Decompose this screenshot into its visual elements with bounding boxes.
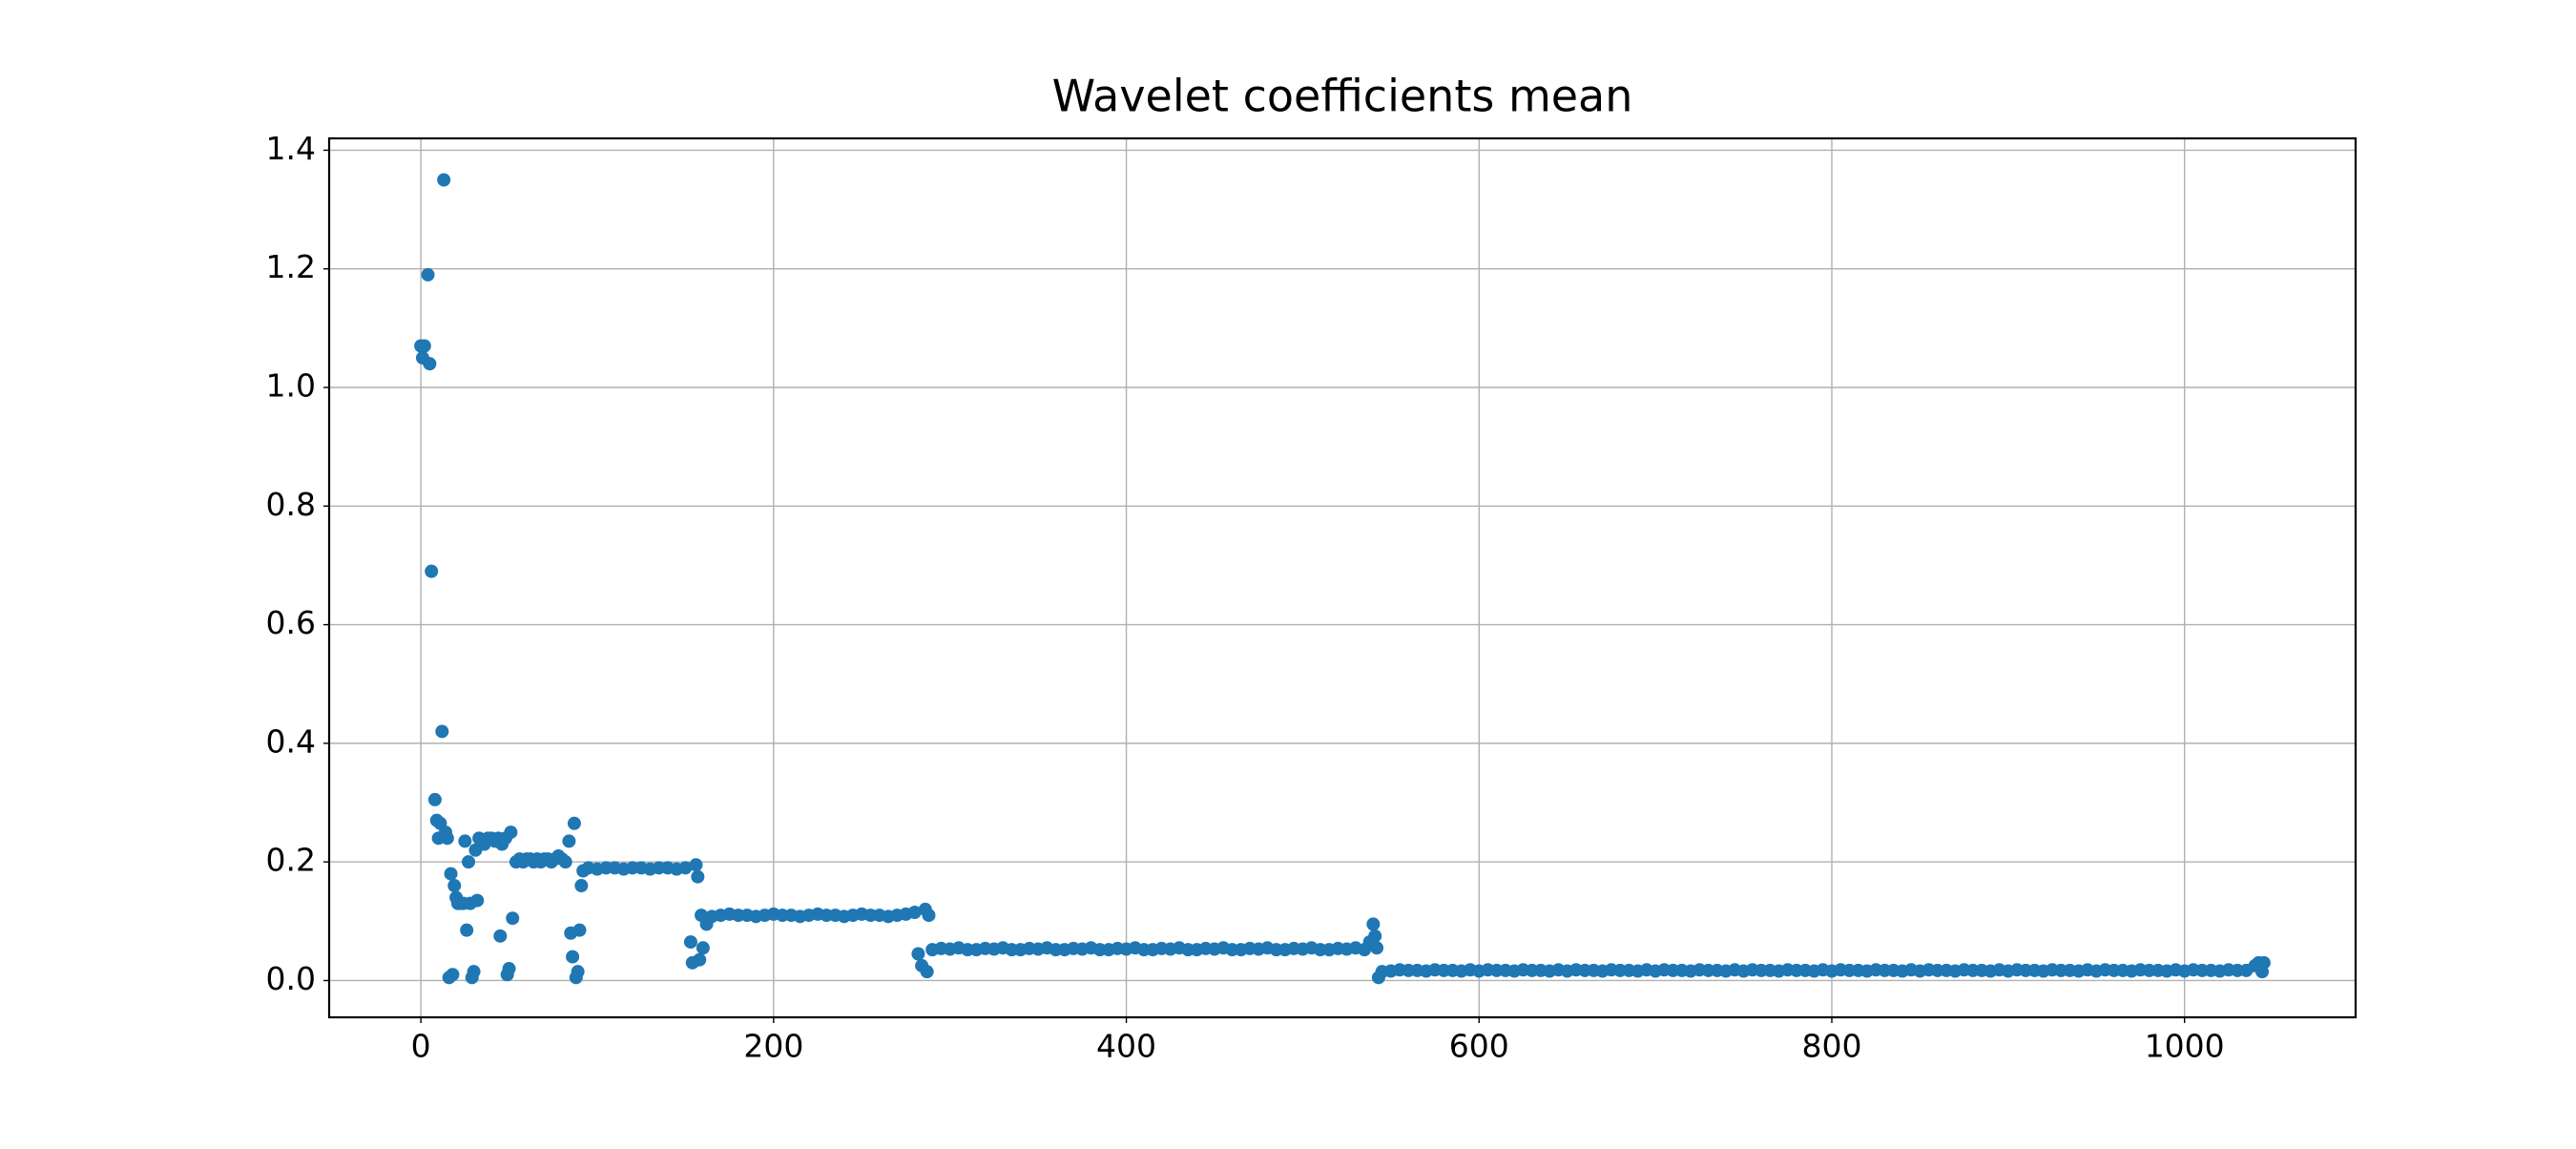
y-tick-label: 1.4 <box>266 130 316 167</box>
chart-title: Wavelet coefficients mean <box>1052 71 1633 122</box>
scatter-point <box>562 834 576 848</box>
y-tick-label: 0.8 <box>266 486 316 523</box>
scatter-point <box>571 965 585 979</box>
scatter-point <box>678 861 693 875</box>
scatter-point <box>460 923 474 937</box>
scatter-point <box>566 950 580 964</box>
y-tick-label: 1.0 <box>266 367 316 405</box>
axes-frame <box>327 136 2358 1019</box>
y-tick-label: 0.2 <box>266 842 316 879</box>
y-tick-label: 0.6 <box>266 604 316 641</box>
scatter-point <box>427 792 442 806</box>
scatter-point <box>689 858 703 872</box>
scatter-point <box>1366 917 1381 931</box>
scatter-point <box>558 855 572 869</box>
scatter-point <box>504 825 518 840</box>
scatter-point <box>2256 955 2271 970</box>
x-tick-label: 800 <box>1801 1028 1861 1065</box>
scatter-point <box>911 947 925 961</box>
scatter-point <box>920 965 934 979</box>
scatter-point <box>435 724 449 739</box>
ticks: 0 200 400 600 800 1000 0.0 0.2 0.4 0.6 0.8 1.0 1.2 1.… <box>266 130 2225 1065</box>
scatter-point <box>417 339 431 353</box>
scatter-point <box>440 831 454 846</box>
scatter-point <box>425 564 439 578</box>
scatter-point <box>691 869 705 884</box>
y-tick-label: 1.2 <box>266 248 316 285</box>
scatter-point <box>1370 941 1384 955</box>
scatter-point <box>437 173 451 187</box>
scatter-point <box>446 968 460 982</box>
y-tick-label: 0.4 <box>266 722 316 760</box>
scatter-point <box>493 929 508 943</box>
scatter-point <box>1368 929 1382 943</box>
scatter-point <box>462 855 476 869</box>
scatter-point <box>696 941 710 955</box>
scatter-point <box>574 879 589 893</box>
scatter-point <box>421 267 435 282</box>
scatter-point <box>693 952 707 967</box>
scatter-point <box>444 867 458 881</box>
y-tick-label: 0.0 <box>266 960 316 997</box>
x-tick-label: 0 <box>411 1028 431 1065</box>
x-tick-label: 600 <box>1449 1028 1509 1065</box>
scatter-point <box>683 935 697 950</box>
scatter-point <box>423 357 437 371</box>
points <box>414 173 2271 985</box>
scatter-point <box>467 965 481 979</box>
scatter-point <box>567 816 581 830</box>
scatter-point <box>572 923 587 937</box>
scatter-point <box>922 909 936 923</box>
scatter-point <box>907 906 922 920</box>
scatter-point <box>458 834 472 848</box>
scatter-point <box>502 962 516 976</box>
x-tick-label: 1000 <box>2145 1028 2225 1065</box>
scatter-point <box>506 911 520 926</box>
scatter-point <box>447 879 462 893</box>
x-tick-label: 400 <box>1096 1028 1156 1065</box>
x-tick-label: 200 <box>743 1028 803 1065</box>
scatter-point <box>470 893 485 908</box>
